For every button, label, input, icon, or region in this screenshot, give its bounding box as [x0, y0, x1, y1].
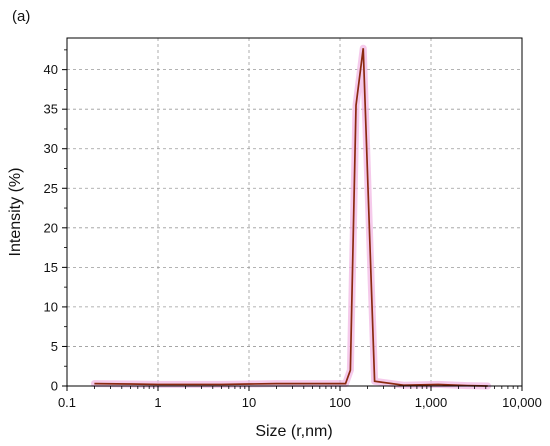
y-tick-label: 20	[44, 220, 58, 235]
series-layer	[90, 44, 492, 390]
y-tick-label: 35	[44, 102, 58, 117]
x-tick-label: 0.1	[58, 395, 76, 410]
x-tick-label: 10	[242, 395, 256, 410]
y-tick-label: 5	[51, 339, 58, 354]
series-glow	[90, 44, 492, 390]
y-tick-label: 10	[44, 299, 58, 314]
y-tick-label: 15	[44, 260, 58, 275]
plot-frame	[66, 37, 523, 387]
y-tick-label: 40	[44, 62, 58, 77]
x-tick-label: 1	[154, 395, 161, 410]
ticks: 0.1 1 10 100 1,000 10,000 0 5 10 15 20 25 30 35 40	[44, 49, 542, 410]
series-line	[94, 48, 488, 387]
y-tick-label: 30	[44, 141, 58, 156]
x-axis-title: Size (r,nm)	[255, 423, 332, 440]
y-axis-title: Intensity (%)	[7, 168, 24, 257]
y-tick-label: 25	[44, 181, 58, 196]
y-tick-label: 0	[51, 379, 58, 394]
grid	[67, 38, 522, 386]
panel-label: (a)	[12, 8, 30, 25]
x-tick-label: 10,000	[502, 395, 542, 410]
x-tick-label: 1,000	[415, 395, 448, 410]
x-tick-label: 100	[329, 395, 351, 410]
